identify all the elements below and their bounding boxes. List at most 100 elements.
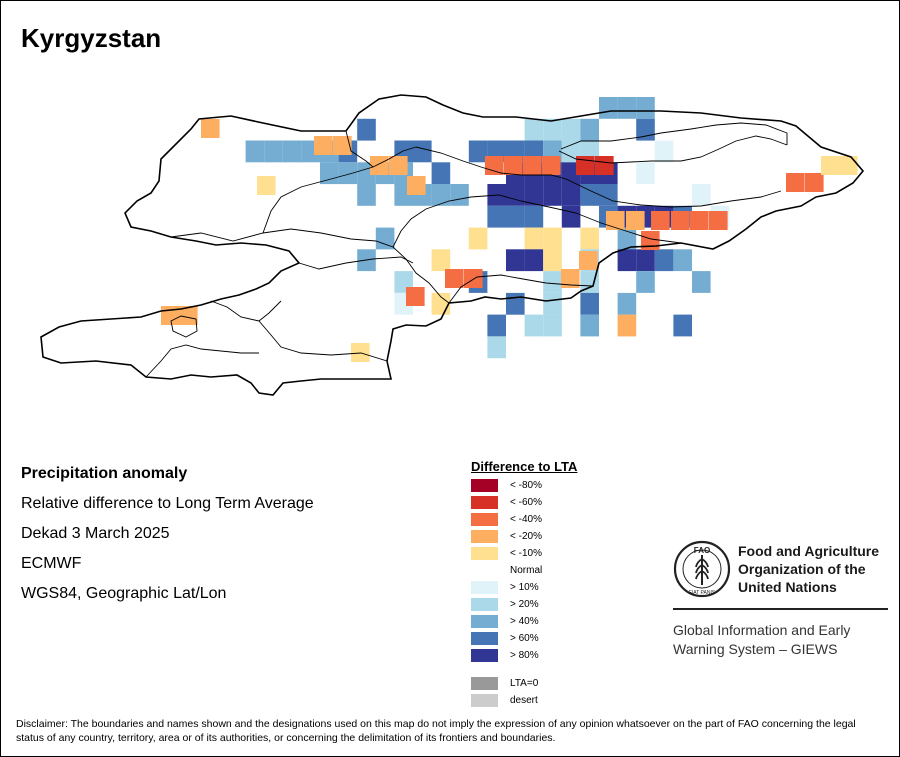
legend-label: LTA=0 [510,678,539,689]
anomaly-cell [580,271,599,293]
legend-swatch [471,677,498,690]
anomaly-cell [245,140,265,163]
anomaly-cell [506,249,525,272]
anomaly-cell [407,176,426,195]
map-period: Dekad 3 March 2025 [21,525,170,542]
anomaly-cell [524,314,544,337]
emblem-motto: FIAT PANIS [689,590,716,596]
anomaly-cell [786,173,805,192]
anomaly-cell [561,269,580,288]
anomaly-cell [543,249,562,272]
anomaly-cell [626,211,645,230]
anomaly-cell [580,314,599,337]
map-title: Kyrgyzstan [21,23,162,53]
anomaly-cell [580,227,599,250]
anomaly-cell [487,205,506,228]
anomaly-cell [673,314,692,337]
anomaly-cell [485,156,504,175]
fao-name-line1: Food and Agriculture [738,543,880,559]
anomaly-cell [357,184,376,206]
legend-swatch [471,581,498,594]
fao-name-line2: Organization of the [738,561,866,577]
anomaly-cell [654,249,674,272]
anomaly-cell [201,119,220,138]
anomaly-cell [636,249,655,272]
anomaly-cell [524,184,544,206]
anomaly-cell [413,140,432,163]
legend-label: > 60% [510,633,539,644]
map-subtitle: Relative difference to Long Term Average [21,495,314,512]
legend-label: > 20% [510,599,539,610]
anomaly-cell [580,292,599,315]
anomaly-cell [389,156,408,175]
map-heading: Precipitation anomaly [21,465,188,482]
anomaly-cell [543,314,562,337]
anomaly-grid [161,97,858,362]
legend-swatch [471,530,498,543]
legend-swatch [471,547,498,560]
anomaly-cell [431,249,451,272]
anomaly-cell [351,343,370,362]
anomaly-cell [468,227,488,250]
anomaly-cell [264,140,283,163]
anomaly-cell [406,287,425,306]
legend-label: < -10% [510,548,542,559]
legend-title: Difference to LTA [471,459,578,474]
anomaly-cell [617,249,637,272]
anomaly-cell [506,184,525,206]
disclaimer: Disclaimer: The boundaries and names sho… [16,718,856,744]
anomaly-cell [450,184,469,206]
anomaly-cell [506,205,525,228]
anomaly-cell [506,292,525,315]
anomaly-cell [524,118,544,141]
anomaly-cell [314,136,333,155]
anomaly-cell [257,176,276,195]
anomaly-cell [561,162,581,185]
anomaly-cell [599,184,618,206]
anomaly-cell [651,211,670,230]
anomaly-cell [543,292,562,315]
legend-label: > 40% [510,616,539,627]
anomaly-cell [543,184,562,206]
anomaly-cell [617,97,637,119]
legend-label: < -80% [510,480,542,491]
anomaly-cell [370,156,389,175]
anomaly-cell [375,227,395,250]
anomaly-cell [487,314,506,337]
legend-label: < -40% [510,514,542,525]
legend-label: < -20% [510,531,542,542]
anomaly-cell [561,140,581,163]
anomaly-cell [692,184,711,206]
giews-line2: Warning System – GIEWS [673,641,838,657]
anomaly-cell [338,162,358,185]
anomaly-cell [543,118,562,141]
anomaly-cell [636,97,655,119]
fao-name-line3: United Nations [738,579,837,595]
giews-line1: Global Information and Early [673,622,851,638]
giews-name: Global Information and Early Warning Sys… [673,621,850,659]
legend-swatch [471,598,498,611]
anomaly-cell [595,156,614,175]
legend-swatch [471,615,498,628]
anomaly-cell [599,97,618,119]
fao-emblem: FAO FIAT PANIS [673,540,731,598]
anomaly-cell [543,227,562,250]
legend-swatch [471,632,498,645]
anomaly-cell [561,205,581,228]
anomaly-cell [606,211,625,230]
anomaly-cell [487,336,506,359]
anomaly-cell [464,269,483,288]
emblem-text: FAO [694,546,710,555]
map-source: ECMWF [21,555,82,572]
anomaly-cell [524,205,544,228]
legend-swatch [471,479,498,492]
anomaly-cell [580,184,599,206]
anomaly-cell [839,156,858,175]
country-border [40,94,865,396]
legend-swatch [471,496,498,509]
anomaly-cell [524,249,544,272]
anomaly-cell [179,306,198,325]
anomaly-cell [445,269,464,288]
anomaly-cell [821,156,840,175]
